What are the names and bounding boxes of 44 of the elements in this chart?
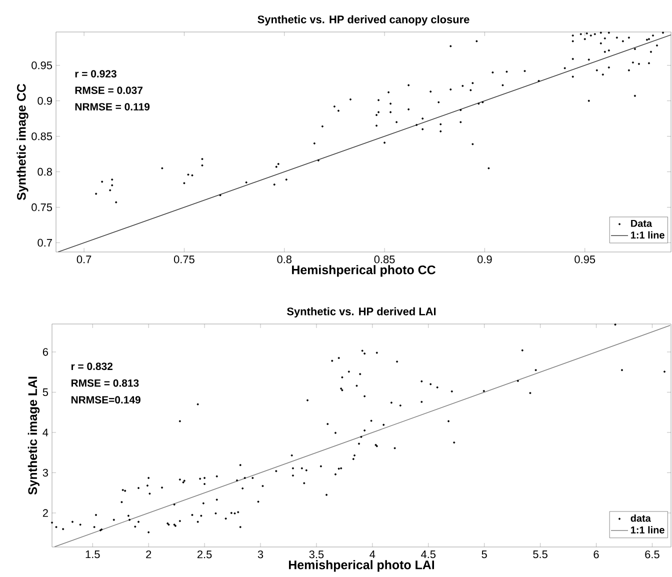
x-tick-label: 1.5 (86, 550, 100, 558)
chart-title: Synthetic vs. HP derived LAI (287, 307, 436, 318)
x-tick-label: 2.5 (197, 550, 212, 558)
x-tick-label: 3 (258, 550, 264, 558)
y-tick-label: 0.9 (38, 96, 52, 105)
chart-title: Synthetic vs. HP derived canopy closure (258, 15, 470, 26)
y-tick-label: 0.75 (32, 203, 52, 212)
y-tick-label: 6 (42, 348, 48, 356)
x-tick-label: 2 (146, 550, 152, 558)
y-tick-label: 0.7 (38, 238, 52, 247)
y-tick-label: 5 (42, 388, 48, 396)
y-tick-label: 3 (42, 468, 48, 477)
annotation: RMSE = 0.813 (71, 379, 139, 387)
x-tick-label: 0.75 (174, 256, 194, 264)
x-tick-label: 0.8 (277, 256, 292, 264)
x-tick-label: 0.7 (76, 256, 92, 264)
y-axis-title: Synthetic image LAI (28, 376, 40, 495)
legend-label: Data (631, 220, 652, 227)
annotation: RMSE = 0.037 (75, 86, 143, 94)
x-tick-label: 6.5 (645, 550, 660, 558)
x-tick-label: 6 (594, 550, 599, 558)
x-tick-label: 0.85 (374, 256, 395, 264)
y-tick-label: 2 (42, 509, 48, 517)
y-tick-label: 4 (42, 428, 48, 436)
legend-label: 1:1 line (631, 231, 664, 239)
y-tick-label: 0.85 (32, 132, 52, 140)
annotation: r = 0.923 (75, 70, 116, 78)
y-tick-label: 0.95 (32, 61, 52, 70)
x-tick-label: 5.5 (533, 550, 548, 558)
annotation: NRMSE=0.149 (71, 396, 140, 404)
annotation: NRMSE = 0.119 (75, 103, 150, 110)
x-tick-label: 5 (482, 550, 487, 558)
legend-label: 1:1 line (631, 526, 664, 534)
annotation: r = 0.832 (71, 362, 113, 370)
x-tick-label: 0.9 (478, 256, 492, 264)
x-tick-label: 4 (370, 550, 376, 558)
x-tick-label: 4.5 (421, 550, 436, 558)
x-axis-title: Hemishperical photo CC (292, 265, 436, 277)
x-tick-label: 3.5 (309, 550, 324, 558)
x-axis-title: Hemishperical photo LAI (288, 560, 434, 572)
legend-label: data (630, 514, 651, 522)
y-axis-title: Synthetic image CC (16, 84, 28, 200)
x-tick-label: 0.95 (574, 256, 596, 264)
y-tick-label: 0.8 (38, 168, 52, 176)
